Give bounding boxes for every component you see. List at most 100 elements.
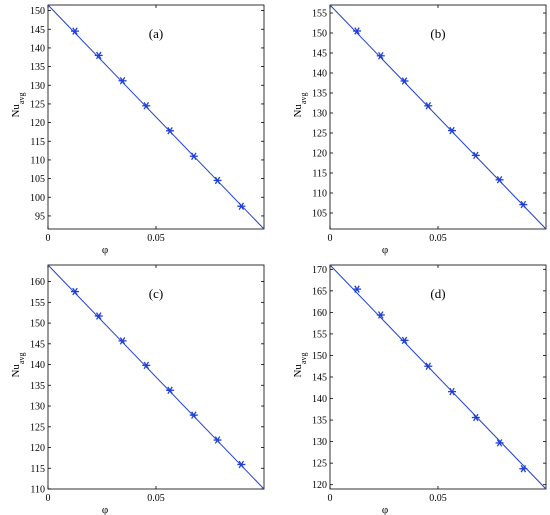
x-tick-label: 0 bbox=[328, 233, 333, 244]
y-tick-label: 160 bbox=[30, 277, 45, 288]
y-tick-label: 130 bbox=[312, 109, 327, 120]
data-point-marker bbox=[471, 413, 480, 422]
panel-label: (d) bbox=[430, 286, 445, 301]
data-point-marker bbox=[424, 102, 433, 110]
x-axis-title: φ bbox=[102, 504, 108, 515]
series-line bbox=[329, 264, 547, 490]
y-tick-label: 105 bbox=[30, 174, 45, 185]
chart-panel-4: 120 125 130 135 140 145 150 155 160 165 170 0 0.05 φ N… bbox=[292, 264, 547, 515]
y-tick-label: 120 bbox=[30, 118, 45, 129]
y-tick-label: 135 bbox=[30, 381, 45, 392]
x-tick-label: 0 bbox=[46, 233, 51, 244]
series-line bbox=[47, 4, 265, 230]
y-tick-label: 120 bbox=[30, 443, 45, 454]
y-tick-label: 145 bbox=[30, 25, 45, 36]
y-axis-title: Nuavg bbox=[292, 92, 308, 117]
y-tick-label: 140 bbox=[30, 360, 45, 371]
data-point-marker bbox=[353, 285, 361, 293]
y-tick-label: 140 bbox=[30, 43, 45, 54]
data-point-marker bbox=[376, 52, 385, 60]
x-tick-label: 0.05 bbox=[429, 493, 447, 504]
y-tick-label: 130 bbox=[30, 402, 45, 413]
x-axis-title: φ bbox=[102, 244, 108, 256]
data-point-marker bbox=[166, 127, 175, 135]
x-tick-label: 0.05 bbox=[147, 233, 165, 244]
y-tick-label: 120 bbox=[312, 480, 327, 491]
series-line bbox=[47, 264, 265, 490]
y-tick-label: 140 bbox=[312, 394, 327, 405]
y-tick-label: 140 bbox=[312, 69, 327, 80]
data-point-marker bbox=[376, 311, 385, 319]
data-point-marker bbox=[189, 152, 198, 160]
y-tick-label: 155 bbox=[30, 298, 45, 309]
y-tick-label: 115 bbox=[30, 464, 45, 475]
y-tick-label: 150 bbox=[312, 29, 327, 40]
chart-panel-3: 110 115 120 125 130 135 140 145 150 155 160 0 0.05 φ N… bbox=[10, 264, 265, 515]
data-point-marker bbox=[71, 287, 79, 296]
data-point-marker bbox=[237, 202, 246, 210]
data-point-marker bbox=[400, 336, 409, 345]
data-point-marker bbox=[166, 386, 175, 395]
y-tick-label: 160 bbox=[312, 308, 327, 319]
y-tick-label: 125 bbox=[30, 422, 45, 433]
data-point-marker bbox=[189, 411, 198, 419]
data-point-marker bbox=[424, 362, 433, 370]
data-point-marker bbox=[118, 77, 127, 85]
x-tick-label: 0 bbox=[328, 493, 333, 504]
data-point-marker bbox=[94, 51, 103, 60]
y-tick-label: 105 bbox=[312, 209, 327, 220]
panel-label: (a) bbox=[149, 26, 163, 41]
y-tick-label: 110 bbox=[312, 189, 327, 200]
y-tick-label: 150 bbox=[30, 319, 45, 330]
y-tick-label: 130 bbox=[312, 437, 327, 448]
y-tick-label: 130 bbox=[30, 81, 45, 92]
y-tick-label: 125 bbox=[312, 129, 327, 140]
data-point-marker bbox=[519, 200, 528, 209]
data-point-marker bbox=[213, 176, 222, 185]
data-point-marker bbox=[118, 337, 127, 345]
data-point-marker bbox=[142, 102, 151, 110]
data-point-marker bbox=[94, 312, 103, 320]
y-tick-label: 145 bbox=[312, 373, 327, 384]
y-tick-label: 125 bbox=[312, 459, 327, 470]
y-tick-label: 100 bbox=[30, 193, 45, 204]
y-axis-title: Nuavg bbox=[10, 92, 26, 117]
y-tick-label: 135 bbox=[312, 416, 327, 427]
x-axis-title: φ bbox=[382, 244, 388, 256]
data-point-marker bbox=[519, 465, 528, 473]
y-tick-label: 135 bbox=[312, 89, 327, 100]
y-tick-label: 120 bbox=[312, 149, 327, 160]
panel-label: (b) bbox=[430, 26, 445, 41]
data-point-marker bbox=[142, 361, 151, 370]
data-point-marker bbox=[213, 436, 222, 444]
data-point-marker bbox=[237, 460, 246, 469]
data-point-marker bbox=[495, 439, 504, 447]
y-tick-label: 125 bbox=[30, 99, 45, 110]
data-point-marker bbox=[495, 176, 504, 184]
data-point-marker bbox=[353, 27, 361, 35]
y-tick-label: 165 bbox=[312, 286, 327, 297]
data-point-marker bbox=[471, 151, 480, 160]
y-tick-label: 145 bbox=[312, 49, 327, 60]
y-tick-label: 110 bbox=[30, 485, 45, 496]
data-point-marker bbox=[400, 77, 409, 85]
data-point-marker bbox=[71, 27, 79, 35]
panel-label: (c) bbox=[149, 286, 163, 301]
chart-panel-2: 105 110 115 120 125 130 135 140 145 150 155 0 0.05 φ N… bbox=[292, 4, 547, 256]
y-axis-title: Nuavg bbox=[292, 352, 308, 377]
x-tick-label: 0 bbox=[46, 493, 51, 504]
y-tick-label: 135 bbox=[30, 62, 45, 73]
y-tick-label: 155 bbox=[312, 9, 327, 20]
chart-panel-1: 95 100 105 110 115 120 125 130 135 140 145 150 0 0.05… bbox=[10, 4, 265, 256]
data-point-marker bbox=[448, 126, 457, 135]
x-axis-title: φ bbox=[382, 504, 388, 515]
y-axis-title: Nuavg bbox=[10, 352, 26, 377]
x-tick-label: 0.05 bbox=[429, 233, 447, 244]
x-tick-label: 0.05 bbox=[147, 493, 165, 504]
y-tick-label: 115 bbox=[30, 137, 45, 148]
y-tick-label: 150 bbox=[30, 6, 45, 17]
y-tick-label: 95 bbox=[35, 211, 45, 222]
y-tick-label: 150 bbox=[312, 351, 327, 362]
data-point-marker bbox=[448, 387, 457, 396]
